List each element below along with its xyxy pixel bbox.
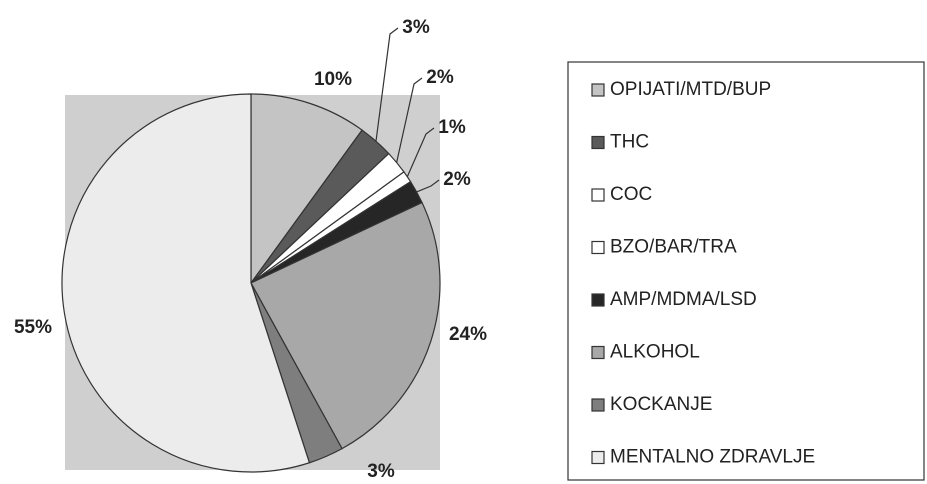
legend-label: OPIJATI/MTD/BUP: [610, 79, 771, 100]
data-label: 3%: [402, 17, 430, 38]
legend-swatch: [591, 240, 605, 255]
leader-line: [375, 27, 399, 142]
legend-swatch: [591, 450, 605, 465]
legend-label: KOCKANJE: [610, 394, 712, 415]
legend-box: [567, 61, 925, 481]
legend-swatch: [591, 345, 605, 360]
legend-swatch: [591, 398, 605, 412]
legend-swatch: [591, 135, 605, 150]
legend-label: COC: [610, 184, 652, 205]
legend-label: THC: [610, 132, 649, 153]
data-label: 2%: [443, 169, 471, 190]
legend-label: ALKOHOL: [610, 342, 700, 363]
pie-slice: [61, 93, 311, 473]
data-label: 1%: [438, 117, 466, 138]
legend-label: BZO/BAR/TRA: [610, 237, 737, 258]
pie-slice: [250, 93, 363, 285]
data-label: 24%: [449, 324, 487, 345]
data-label: 55%: [14, 317, 52, 338]
legend-label: MENTALNO ZDRAVLJE: [610, 447, 815, 468]
data-label: 2%: [426, 67, 454, 88]
leader-line: [406, 127, 435, 178]
data-label: 10%: [314, 69, 352, 90]
data-label: 3%: [367, 461, 395, 482]
legend-swatch: [591, 293, 605, 307]
legend-swatch: [591, 83, 605, 97]
legend-label: AMP/MDMA/LSD: [610, 289, 757, 310]
leader-line: [396, 77, 423, 163]
legend-swatch: [591, 188, 605, 202]
leader-line: [416, 179, 440, 193]
pie-slice: [250, 201, 441, 450]
